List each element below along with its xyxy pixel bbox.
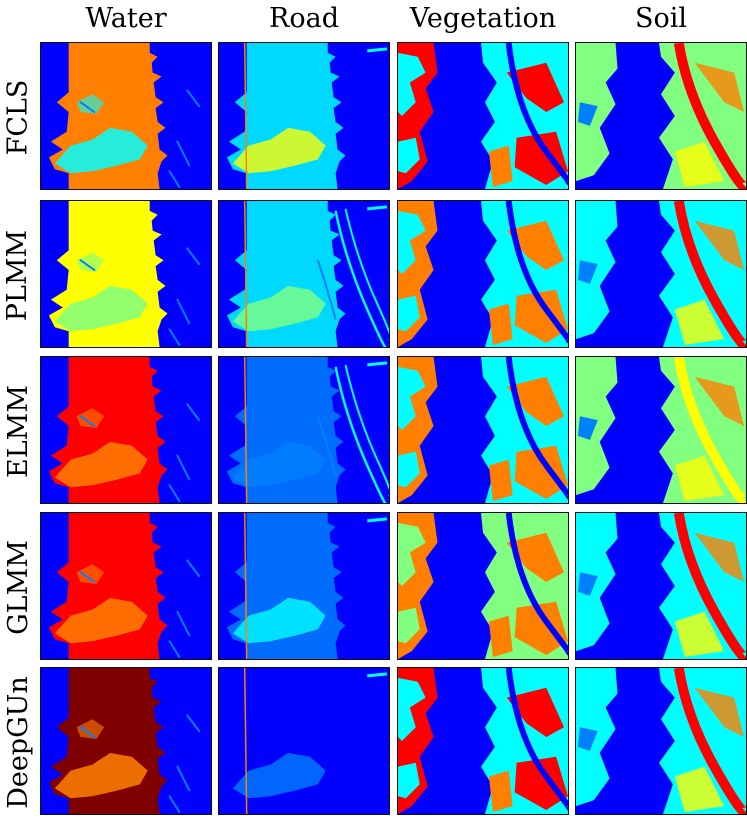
abundance-map-elmm-road <box>218 356 390 504</box>
abundance-map-glmm-water <box>40 512 212 660</box>
row-label-plmm: PLMM <box>2 229 34 321</box>
abundance-map-glmm-vegetation <box>397 512 569 660</box>
abundance-map-plmm-vegetation <box>397 200 569 348</box>
abundance-map-deepgun-road <box>218 667 390 815</box>
column-header-soil: Soil <box>634 3 688 34</box>
column-header-water: Water <box>85 3 167 34</box>
abundance-map-fcls-water <box>40 42 212 190</box>
column-header-road: Road <box>269 3 339 34</box>
abundance-map-deepgun-water <box>40 667 212 815</box>
row-label-glmm: GLMM <box>2 539 34 635</box>
abundance-map-plmm-water <box>40 200 212 348</box>
abundance-map-fcls-road <box>218 42 390 190</box>
abundance-map-plmm-soil <box>575 200 747 348</box>
abundance-map-plmm-road <box>218 200 390 348</box>
row-label-fcls: FCLS <box>2 79 34 155</box>
row-label-deepgun: DeepGUn <box>2 675 34 809</box>
abundance-map-fcls-vegetation <box>397 42 569 190</box>
abundance-map-elmm-vegetation <box>397 356 569 504</box>
abundance-map-elmm-water <box>40 356 212 504</box>
column-header-vegetation: Vegetation <box>409 3 557 34</box>
row-label-elmm: ELMM <box>2 384 34 478</box>
abundance-map-elmm-soil <box>575 356 747 504</box>
abundance-map-glmm-road <box>218 512 390 660</box>
abundance-map-deepgun-vegetation <box>397 667 569 815</box>
abundance-map-glmm-soil <box>575 512 747 660</box>
abundance-map-fcls-soil <box>575 42 747 190</box>
abundance-map-deepgun-soil <box>575 667 747 815</box>
